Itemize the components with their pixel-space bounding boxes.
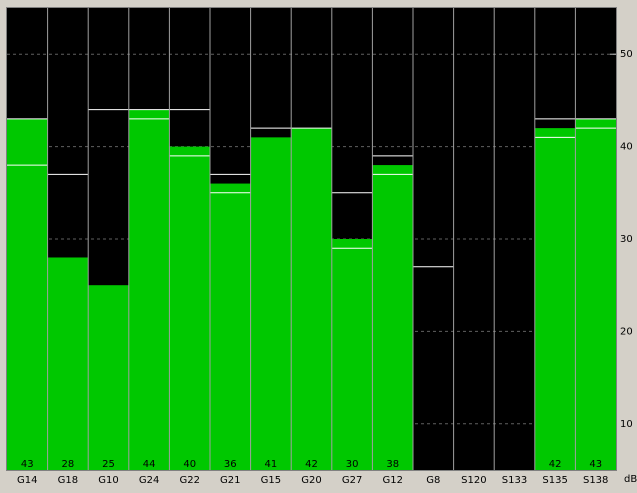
x-tick-label: G10	[98, 475, 118, 486]
x-tick-label: G14	[17, 475, 37, 486]
value-label: 43	[589, 459, 602, 470]
y-tick-label: 50	[620, 49, 633, 60]
value-label: 42	[549, 459, 562, 470]
y-axis-label: dB	[624, 474, 637, 485]
x-tick-label: G24	[139, 475, 159, 486]
x-tick-label: G22	[179, 475, 199, 486]
bar	[7, 118, 48, 470]
y-tick-label: 40	[620, 142, 633, 153]
bar	[331, 239, 373, 470]
bar	[169, 146, 210, 470]
value-label: 25	[102, 459, 115, 470]
value-label: 38	[386, 459, 399, 470]
x-tick-label: G8	[426, 475, 440, 486]
x-tick-label: G20	[301, 475, 321, 486]
value-label: 36	[224, 459, 237, 470]
y-tick-label: 30	[620, 234, 633, 245]
bar	[534, 128, 576, 470]
bar	[291, 128, 332, 470]
x-tick-label: G15	[261, 475, 281, 486]
x-tick-label: S133	[502, 475, 527, 486]
bar	[210, 183, 251, 470]
x-tick-label: S135	[542, 475, 567, 486]
y-tick-label: 20	[620, 326, 633, 337]
x-tick-label: G27	[342, 475, 362, 486]
x-tick-label: S120	[461, 475, 486, 486]
x-tick-label: G18	[58, 475, 78, 486]
x-tick-label: S138	[583, 475, 608, 486]
value-label: 44	[143, 459, 156, 470]
value-label: 43	[21, 459, 34, 470]
value-label: 41	[265, 459, 278, 470]
bar	[47, 257, 89, 470]
value-label: 30	[346, 459, 359, 470]
x-tick-label: G21	[220, 475, 240, 486]
bar	[575, 118, 616, 470]
bar	[372, 165, 413, 470]
bar	[128, 109, 170, 470]
value-label: 40	[183, 459, 196, 470]
bar	[250, 137, 292, 471]
x-tick-label: G12	[382, 475, 402, 486]
y-tick-label: 10	[620, 419, 633, 430]
bar	[88, 285, 129, 470]
value-label: 28	[62, 459, 75, 470]
value-label: 42	[305, 459, 318, 470]
